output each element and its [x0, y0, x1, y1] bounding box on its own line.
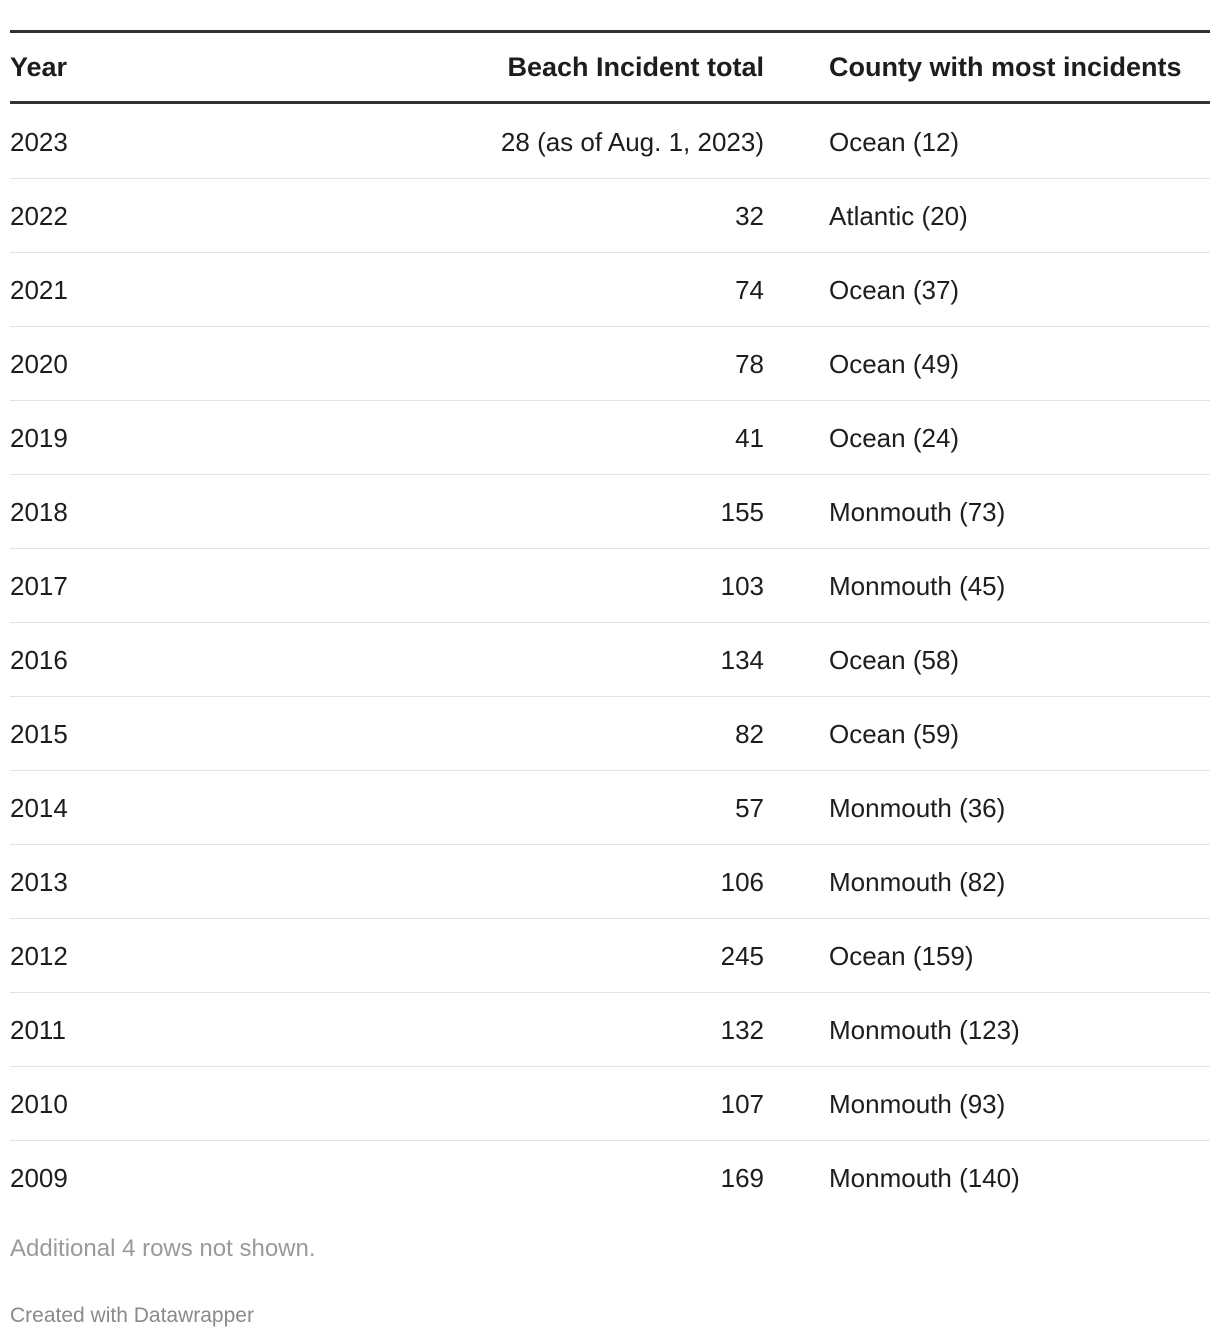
- table-cell: Monmouth (82): [829, 867, 1006, 897]
- table-cell: 2018: [10, 497, 68, 527]
- table-cell: 245: [720, 941, 764, 971]
- table-cell: 132: [720, 1015, 764, 1045]
- table-cell: 107: [720, 1089, 764, 1119]
- table-cell: 2019: [10, 423, 68, 453]
- table-cell: 134: [720, 645, 764, 675]
- table-cell: Monmouth (123): [829, 1015, 1020, 1045]
- row-divider: [10, 178, 1210, 179]
- row-divider: [10, 252, 1210, 253]
- table-cell: Monmouth (73): [829, 497, 1006, 527]
- row-divider: [10, 1140, 1210, 1141]
- row-divider: [10, 326, 1210, 327]
- row-divider: [10, 770, 1210, 771]
- table-cell: 2016: [10, 645, 68, 675]
- table-cell: 32: [735, 201, 764, 231]
- table-cell: 57: [735, 793, 764, 823]
- table-cell: 2009: [10, 1163, 68, 1193]
- table-cell: Monmouth (140): [829, 1163, 1020, 1193]
- table-cell: Ocean (58): [829, 645, 960, 675]
- column-header: Beach Incident total: [507, 52, 764, 82]
- column-header: County with most incidents: [829, 52, 1182, 82]
- row-divider: [10, 844, 1210, 845]
- table-cell: 2020: [10, 349, 68, 379]
- table-cell: 169: [720, 1163, 764, 1193]
- table-cell: 2011: [10, 1015, 66, 1045]
- table-cell: 103: [720, 571, 764, 601]
- table-cell: 78: [735, 349, 764, 379]
- row-divider: [10, 1066, 1210, 1067]
- row-divider: [10, 622, 1210, 623]
- table-cell: Ocean (49): [829, 349, 960, 379]
- table-cell: Ocean (12): [829, 127, 960, 157]
- table-cell: 2023: [10, 127, 68, 157]
- table-cell: 2021: [10, 275, 68, 305]
- table-cell: 2017: [10, 571, 68, 601]
- table-cell: Monmouth (93): [829, 1089, 1006, 1119]
- row-divider: [10, 992, 1210, 993]
- table-cell: 74: [735, 275, 764, 305]
- table-cell: 82: [735, 719, 764, 749]
- row-divider: [10, 400, 1210, 401]
- table-cell: Ocean (59): [829, 719, 960, 749]
- table-note: Additional 4 rows not shown.: [10, 1235, 316, 1262]
- table-cell: Ocean (24): [829, 423, 960, 453]
- table-cell: 106: [720, 867, 764, 897]
- header-rule: [10, 101, 1210, 104]
- table-cell: Monmouth (45): [829, 571, 1006, 601]
- row-divider: [10, 548, 1210, 549]
- row-divider: [10, 918, 1210, 919]
- table-cell: Ocean (37): [829, 275, 960, 305]
- table-cell: 28 (as of Aug. 1, 2023): [500, 127, 764, 157]
- table-cell: 2015: [10, 719, 68, 749]
- row-divider: [10, 474, 1210, 475]
- table-cell: 2013: [10, 867, 68, 897]
- table-cell: 2012: [10, 941, 68, 971]
- table-cell: 2010: [10, 1089, 68, 1119]
- table-top-rule: [10, 30, 1210, 33]
- credit: Created with Datawrapper: [10, 1304, 254, 1327]
- table-cell: 2014: [10, 793, 68, 823]
- table-cell: Monmouth (36): [829, 793, 1006, 823]
- column-header: Year: [10, 52, 68, 82]
- table-cell: 155: [720, 497, 764, 527]
- table-cell: Atlantic (20): [829, 201, 968, 231]
- table-cell: Ocean (159): [829, 941, 974, 971]
- row-divider: [10, 696, 1210, 697]
- table-cell: 2022: [10, 201, 68, 231]
- table-cell: 41: [735, 423, 764, 453]
